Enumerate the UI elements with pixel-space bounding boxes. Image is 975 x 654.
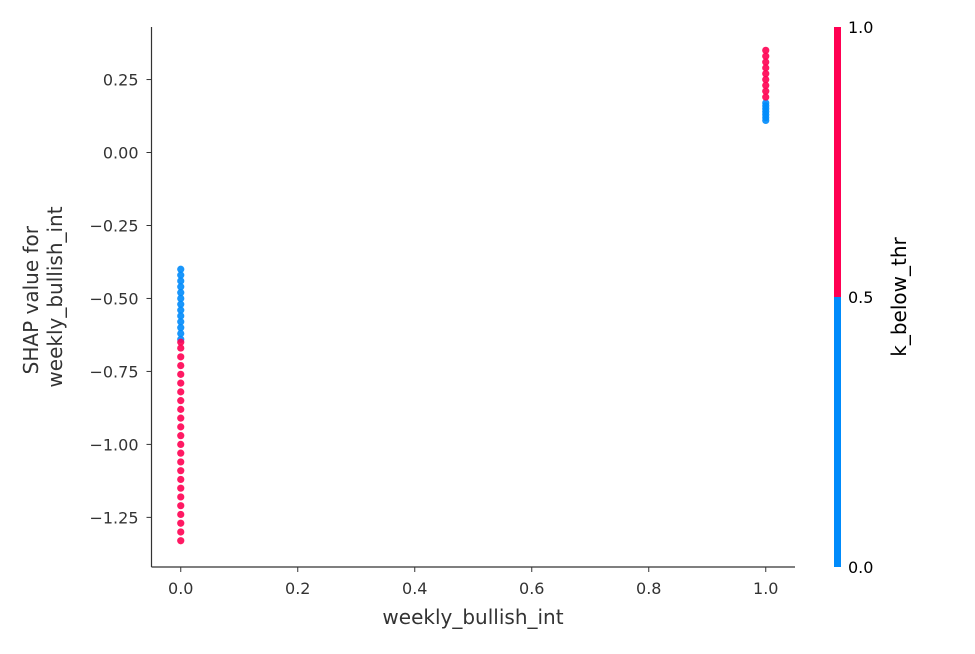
high-k-point (177, 519, 185, 527)
high-k-point (762, 87, 770, 95)
y-tick-label: −1.00 (89, 435, 138, 454)
colorbar-low-segment (834, 297, 841, 567)
x-axis-label: weekly_bullish_int (382, 605, 563, 629)
high-k-point (762, 75, 770, 84)
low-k-point (177, 283, 185, 291)
y-tick-label: −0.25 (89, 216, 138, 235)
high-k-point (762, 58, 770, 66)
low-k-point (177, 306, 185, 314)
colorbar-tick-label: 0.5 (848, 288, 873, 307)
high-k-point (762, 93, 770, 101)
y-axis-label: SHAP value for weekly_bullish_int (19, 206, 67, 387)
high-k-point (177, 353, 185, 361)
high-k-point (177, 449, 185, 457)
colorbar-label: k_below_thr (887, 236, 911, 356)
high-k-point (177, 432, 185, 440)
high-k-point (177, 344, 185, 352)
low-k-point (177, 324, 185, 332)
low-k-point (762, 99, 770, 107)
y-axis-label-line-2: weekly_bullish_int (43, 206, 67, 387)
y-tick-label: −0.75 (89, 362, 138, 381)
high-k-point (177, 475, 185, 484)
low-k-point (177, 265, 185, 273)
high-k-point (762, 70, 770, 78)
y-tick-label: 0.00 (103, 144, 139, 163)
high-k-point (762, 52, 770, 60)
high-k-point (177, 370, 185, 378)
x-tick-label: 0.2 (285, 579, 310, 598)
colorbar: 0.0 0.5 1.0 (834, 18, 873, 577)
high-k-point (177, 405, 185, 413)
y-ticks: 0.25 0.00 −0.25 −0.50 −0.75 −1.00 −1.25 (89, 71, 152, 527)
high-k-point (762, 81, 770, 89)
y-tick-label: −0.50 (89, 289, 138, 308)
high-k-point (177, 537, 185, 545)
x-tick-label: 0.6 (519, 579, 544, 598)
high-k-point (177, 440, 185, 449)
high-k-point (177, 493, 185, 501)
high-k-point (177, 379, 185, 387)
high-k-point (177, 414, 185, 422)
high-k-point (177, 397, 185, 405)
high-k-point (177, 528, 185, 536)
low-k-point (177, 312, 185, 320)
low-k-point (177, 300, 185, 308)
colorbar-high-segment (834, 27, 841, 297)
axes-layer (150, 27, 795, 568)
high-k-point (177, 458, 185, 466)
low-k-point (177, 271, 185, 279)
colorbar-tick-label: 0.0 (848, 558, 873, 577)
high-k-point (177, 361, 185, 370)
low-k-point (177, 329, 185, 338)
x-tick-label: 1.0 (753, 579, 778, 598)
high-k-point (177, 423, 185, 431)
y-tick-label: 0.25 (103, 71, 139, 90)
scatter-points (177, 46, 770, 545)
low-k-point (177, 277, 185, 285)
low-k-point (177, 294, 185, 303)
low-k-point (177, 318, 185, 326)
high-k-point (177, 338, 185, 346)
y-tick-label: −1.25 (89, 508, 138, 527)
high-k-point (762, 64, 770, 72)
colorbar-tick-label: 1.0 (848, 18, 873, 37)
high-k-point (177, 467, 185, 475)
high-k-point (177, 388, 185, 396)
y-axis-label-line-1: SHAP value for (19, 225, 43, 374)
x-tick-label: 0.0 (168, 579, 193, 598)
x-ticks: 0.0 0.2 0.4 0.6 0.8 1.0 (168, 567, 778, 598)
high-k-point (177, 484, 185, 492)
high-k-point (762, 46, 770, 54)
x-tick-label: 0.4 (402, 579, 427, 598)
high-k-point (177, 510, 185, 519)
low-k-point (177, 289, 185, 297)
x-tick-label: 0.8 (636, 579, 661, 598)
high-k-point (177, 502, 185, 510)
